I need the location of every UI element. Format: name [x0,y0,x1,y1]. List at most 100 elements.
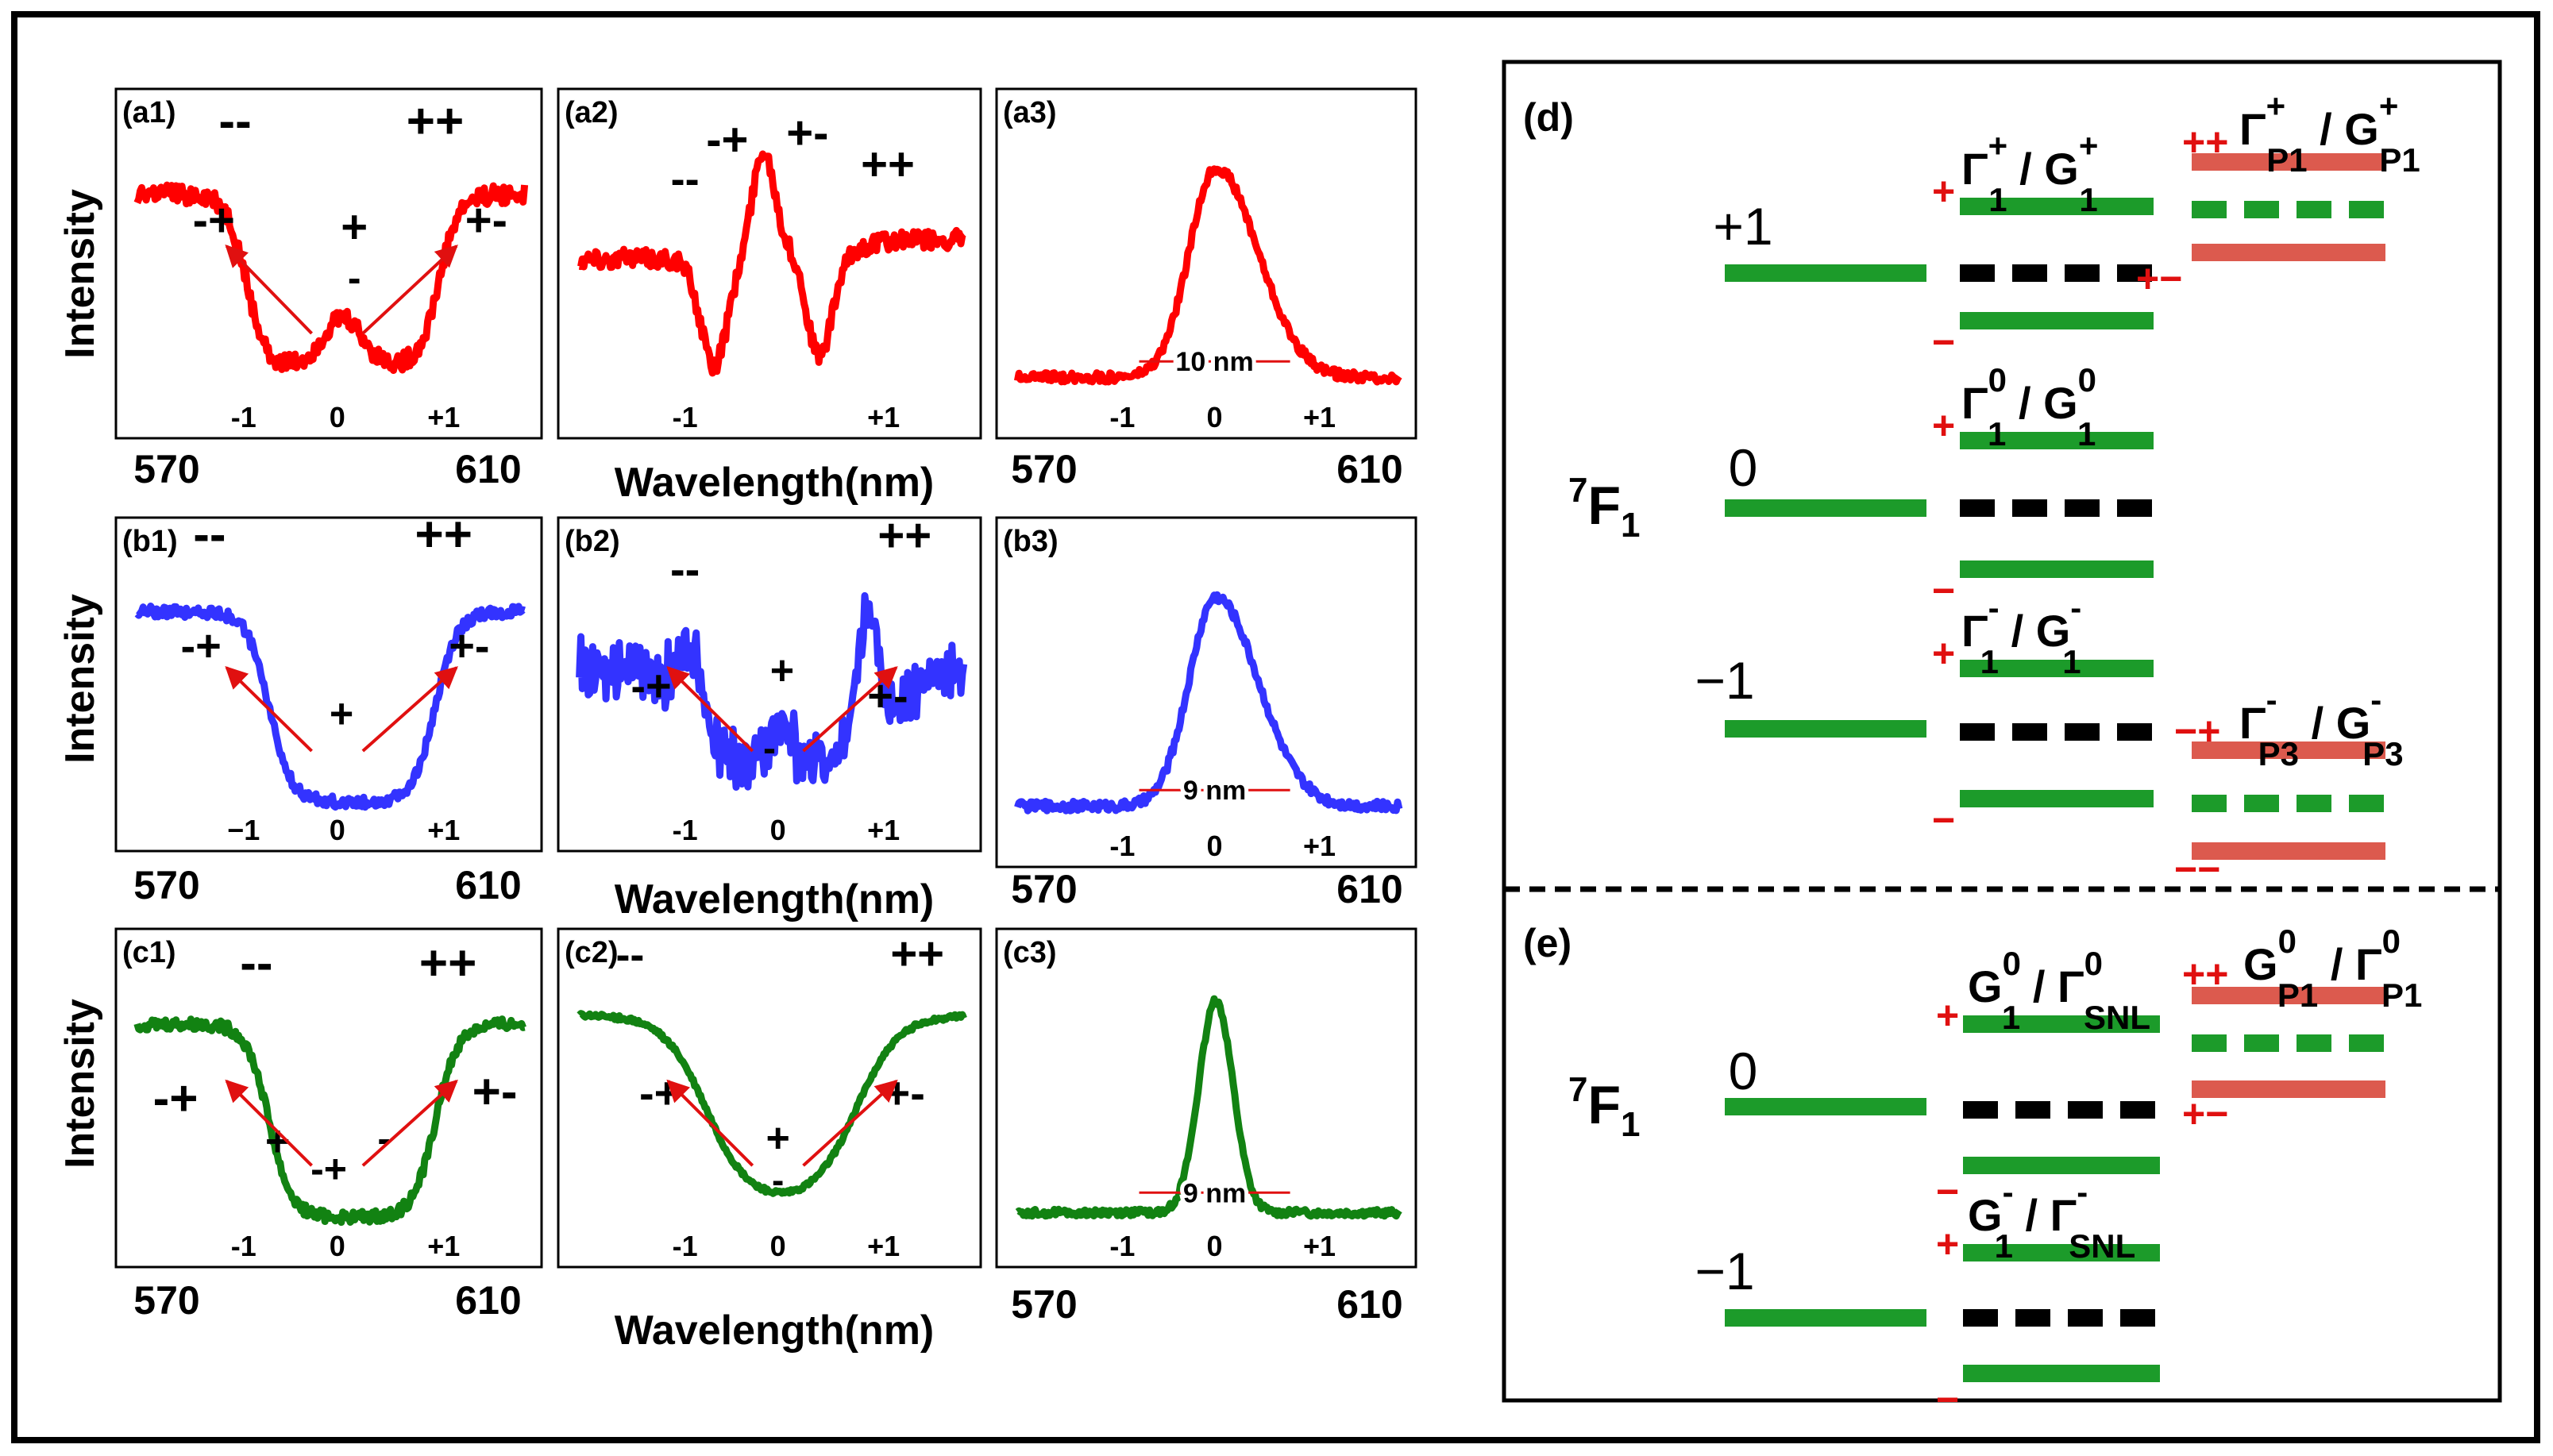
annotation-c2-4: + [766,1115,789,1161]
label-d-gamma1_minus-part-5: - [2070,589,2081,626]
label-d-gamma1_plus-part-6: 1 [2079,181,2097,218]
panel-label-c1: (c1) [122,936,176,969]
panel-frame-a3 [997,89,1416,438]
tick-minus-a1: -1 [231,401,256,433]
tick-plus-a1: +1 [427,401,460,433]
tick-minus-b1: −1 [227,814,260,846]
annotation-b2-0: -- [670,544,700,594]
fwhm-label-c3: 9 nm [1183,1178,1246,1208]
diagram-d: (d) 7F1 [1523,95,1641,545]
label-e-g1_minus-part-1: - [2003,1173,2014,1211]
sign-e-plus-0: + [1936,993,1959,1038]
label-d-gamma1_plus-part-0: Γ [1961,144,1988,194]
label-e-g1_minus-part-6: SNL [2069,1227,2135,1265]
label-e-gP1-part-1: 0 [2278,923,2297,960]
level-e-zero-label: 0 [1729,1042,1758,1100]
label-d-gamma1_minus-part-3: / [1999,606,2036,656]
label-e-gP1-part-5: 0 [2382,923,2401,960]
label-d-gammaP1-part-2: P1 [2266,141,2307,179]
panel-label-c3: (c3) [1003,936,1057,969]
spectra-panels: (a1)-1 0 +1-- ++-+ +-+-(a2)-1 +1---+ +-++(a3)-… [116,89,1416,1267]
panel-c2: (c2)-1 0 +1-- ++-+ +-+- [558,928,981,1267]
annotation-c2-5: - [772,1159,784,1200]
xtick-c3-right: 610 [1336,1282,1402,1327]
label-d-gamma1_zero-part-5: 0 [2078,361,2096,399]
annotation-c1-6: -+ [310,1147,347,1192]
tick-minus-c1: -1 [231,1230,256,1262]
panel-b3: (b3)-1 0 +19 nm [997,518,1416,867]
xtick-b3-right: 610 [1336,867,1402,911]
arrow-right-c2 [804,1081,897,1166]
arrow-left-b1 [226,668,311,751]
ylabel-row-c: Intensity [57,999,103,1169]
annotation-a1-5: - [348,256,361,300]
figure: (a1)-1 0 +1-- ++-+ +-+-(a2)-1 +1---+ +-++(a3)-… [0,0,2553,1456]
annotation-b2-3: +- [867,671,908,721]
term-sup-d: 7 [1568,471,1587,510]
annotation-c2-2: -+ [639,1068,680,1118]
label-e-gP1-part-2: P1 [2277,976,2318,1014]
annotation-a1-2: -+ [193,195,235,246]
arrow-right-b1 [363,668,457,751]
label-e-g1_zero-part-2: 1 [2002,999,2020,1036]
panel-label-a1: (a1) [122,96,176,129]
label-e-g1_zero-part-6: SNL [2084,999,2150,1036]
sign-d-minus-0: − [1932,320,1955,364]
annotation-b1-3: +- [449,621,489,671]
panel-label-e: (e) [1523,921,1572,965]
tick-plus-a3: +1 [1303,401,1336,433]
annotation-c1-0: -- [240,936,272,991]
annotation-a1-3: +- [465,195,507,246]
annotation-c1-5: - [377,1116,391,1161]
annotation-a2-1: -+ [706,114,748,166]
panel-c1: (c1)-1 0 +1-- ++-+ +-+ --+ [116,929,542,1267]
tick-minus-c2: -1 [673,1230,698,1262]
ylabel-row-a: Intensity [57,189,103,359]
panel-label-b1: (b1) [122,525,178,558]
xtick-a3-left: 570 [1011,447,1077,491]
level-d-plus1-label: +1 [1713,197,1772,256]
xtick-c1-left: 570 [133,1278,199,1323]
panel-b1: (b1)−1 0 +1-- ++-+ +-+ [116,507,542,851]
panel-frame-a1 [116,89,542,438]
ylabel-row-b: Intensity [57,594,103,764]
annotation-c1-2: -+ [153,1071,199,1126]
arrow-right-a1 [363,246,457,333]
level-e-minus1-label: −1 [1695,1242,1754,1300]
xtick-a1-left: 570 [133,447,199,491]
tick-minus-c3: -1 [1109,1230,1135,1262]
annotation-b1-0: -- [193,507,226,562]
sign-d-minus-2: − [1932,798,1955,842]
tick-zero-a3: 0 [1207,401,1223,433]
label-d-gamma1_plus-part-3: / [2007,144,2045,194]
annotation-b1-1: ++ [415,507,472,562]
sign-e-pm: +− [2182,1092,2228,1136]
label-d-gammaP3-part-3: / [2299,698,2336,748]
tick-plus-c2: +1 [867,1230,900,1262]
energy-levels: +10−1Γ+ 1 / G+ 1+−Γ0 1 / G0 1+−Γ-1 / G-1+−Γ+… [1695,87,2422,1422]
sign-d-pp: ++ [2182,120,2228,164]
xtick-b3-left: 570 [1011,867,1077,911]
sign-d-plus-0: + [1932,169,1955,214]
label-d-gamma1_plus-part-2: 1 [1988,181,2007,218]
label-e-g1_zero-part-3: / [2020,961,2057,1011]
label-d-gamma1_minus-part-2: 1 [1980,643,1999,680]
sign-e-pp: ++ [2182,952,2228,996]
term-main-d: F [1587,476,1621,536]
tick-zero-b1: 0 [330,814,345,846]
label-d-gamma1_minus-part-6: 1 [2062,643,2081,680]
xtick-a3-right: 610 [1336,447,1402,491]
label-d-gamma1_plus-part-5: + [2079,127,2099,164]
annotation-b2-4: + [770,648,794,694]
term-symbol-d: 7F1 [1568,471,1641,545]
sign-d-plus-1: + [1932,403,1955,448]
fwhm-label-a3: 10 nm [1175,347,1253,377]
diagram-e: (e) 7F1 [1523,921,1641,1144]
annotation-a2-3: ++ [861,138,915,190]
fwhm-label-b3: 9 nm [1183,776,1246,806]
label-e-gP1-part-6: P1 [2381,976,2422,1014]
annotation-a1-4: + [341,202,368,253]
label-d-gammaP1-part-6: P1 [2379,141,2420,179]
level-d-minus1-label: −1 [1695,651,1754,710]
tick-plus-b1: +1 [427,814,460,846]
